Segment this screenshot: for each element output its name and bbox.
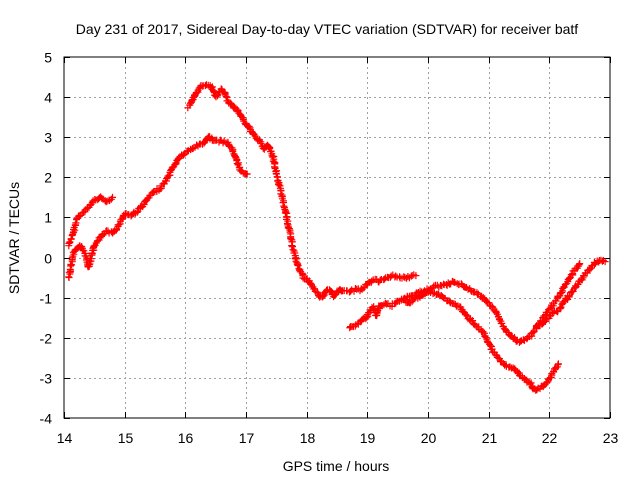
y-tick-label: -3: [40, 371, 53, 387]
y-axis-label: SDTVAR / TECUs: [6, 182, 22, 294]
gridlines: [64, 57, 610, 418]
x-tick-label: 17: [239, 430, 255, 446]
x-axis-label: GPS time / hours: [283, 458, 390, 474]
series-markers: [65, 193, 116, 250]
y-tick-label: 5: [44, 50, 52, 66]
x-tick-label: 14: [57, 430, 73, 446]
x-tick-label: 16: [178, 430, 194, 446]
y-tick-label: -4: [40, 411, 53, 427]
series-markers: [346, 287, 562, 394]
y-tick-label: 4: [44, 90, 52, 106]
y-tick-label: 1: [44, 210, 52, 226]
series-lower-early-branch: [65, 133, 251, 281]
series-markers: [184, 81, 420, 301]
series-main-branch: [184, 81, 420, 301]
x-tick-label: 22: [542, 430, 558, 446]
y-tick-label: 2: [44, 170, 52, 186]
y-tick-label: -2: [40, 331, 53, 347]
series-late-lower-branch: [346, 287, 562, 394]
x-tick-label: 19: [360, 430, 376, 446]
y-tick-label: -1: [40, 291, 53, 307]
series-final-rising-branch: [536, 256, 609, 330]
x-tick-label: 21: [482, 430, 498, 446]
series-markers: [65, 133, 251, 281]
series-markers: [400, 260, 584, 346]
y-tick-label: 3: [44, 130, 52, 146]
x-tick-label: 15: [118, 430, 134, 446]
plot-frame: [63, 56, 611, 419]
x-tick-label: 20: [421, 430, 437, 446]
y-tick-labels: -4 -3 -2 -1 0 1 2 3 4 5: [40, 50, 53, 427]
x-tick-label: 23: [603, 430, 619, 446]
axis-ticks: [64, 57, 611, 419]
chart-title: Day 231 of 2017, Sidereal Day-to-day VTE…: [76, 21, 579, 37]
y-tick-label: 0: [44, 251, 52, 267]
x-tick-labels: 14 15 16 17 18 19 20 21 22 23: [57, 430, 619, 446]
series-upper-early-branch: [65, 193, 116, 250]
data-series: [65, 81, 609, 394]
series-late-upper-branch: [400, 260, 584, 346]
x-tick-label: 18: [300, 430, 316, 446]
series-markers: [536, 256, 609, 330]
